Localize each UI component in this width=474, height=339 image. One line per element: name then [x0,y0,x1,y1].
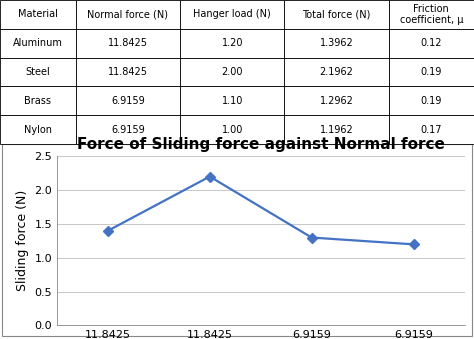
Text: 0.17: 0.17 [420,125,442,135]
Bar [180,58,284,86]
Text: Brass: Brass [25,96,51,106]
Title: Force of Sliding force against Normal force: Force of Sliding force against Normal fo… [77,137,445,152]
Bar [180,115,284,144]
Bar [180,86,284,115]
Bar [389,0,474,29]
Text: 0.19: 0.19 [420,67,442,77]
Y-axis label: Sliding force (N): Sliding force (N) [16,190,29,291]
Bar [284,29,389,58]
Bar [284,0,389,29]
Bar [76,58,180,86]
Bar [0,115,76,144]
Bar [284,86,389,115]
Text: 11.8425: 11.8425 [108,67,148,77]
Text: Normal force (N): Normal force (N) [88,9,168,19]
Text: Material: Material [18,9,58,19]
Text: Aluminum: Aluminum [13,38,63,48]
Text: Friction
coefficient, μ: Friction coefficient, μ [400,4,463,25]
Text: Hanger load (N): Hanger load (N) [193,9,271,19]
Bar [389,86,474,115]
Bar [0,86,76,115]
Text: 6.9159: 6.9159 [111,125,145,135]
Bar [284,58,389,86]
Bar [76,0,180,29]
Bar [76,29,180,58]
Text: 1.2962: 1.2962 [319,96,354,106]
Text: 11.8425: 11.8425 [108,38,148,48]
Text: Total force (N): Total force (N) [302,9,371,19]
Bar [284,115,389,144]
Bar [0,0,76,29]
Bar [180,29,284,58]
Text: 6.9159: 6.9159 [111,96,145,106]
Text: Nylon: Nylon [24,125,52,135]
Bar [180,0,284,29]
Bar [389,115,474,144]
Text: 1.1962: 1.1962 [319,125,354,135]
Bar [76,115,180,144]
Text: 0.19: 0.19 [420,96,442,106]
Text: 2.00: 2.00 [221,67,243,77]
Text: 1.20: 1.20 [221,38,243,48]
Text: 1.3962: 1.3962 [319,38,354,48]
Text: 0.12: 0.12 [420,38,442,48]
Text: 1.00: 1.00 [221,125,243,135]
Bar [389,29,474,58]
Bar [76,86,180,115]
Bar [0,29,76,58]
Bar [389,58,474,86]
Text: 1.10: 1.10 [221,96,243,106]
Text: 2.1962: 2.1962 [319,67,354,77]
Bar [0,58,76,86]
Text: Steel: Steel [26,67,50,77]
